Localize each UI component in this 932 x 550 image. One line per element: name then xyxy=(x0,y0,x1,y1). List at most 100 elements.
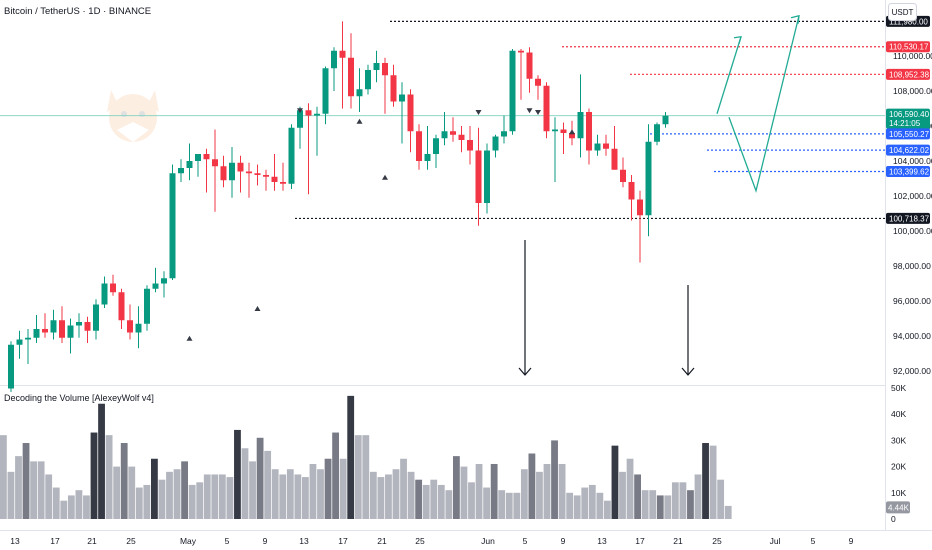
volume-bar xyxy=(611,445,619,519)
candle-body xyxy=(603,143,609,149)
candle-body xyxy=(594,143,601,151)
candle-body xyxy=(314,113,320,116)
volume-bar xyxy=(294,474,302,519)
price-tag-label: 108,952.38 xyxy=(889,70,930,79)
volume-bar xyxy=(437,484,445,519)
sell-marker-icon xyxy=(475,110,482,115)
volume-bar xyxy=(543,463,551,519)
candle-body xyxy=(433,138,439,154)
volume-bar xyxy=(37,461,45,519)
volume-tick-label: 10K xyxy=(891,488,906,498)
volume-bar xyxy=(302,477,309,519)
time-tick-label: Jun xyxy=(481,536,495,546)
volume-last-label: 4.44K xyxy=(888,503,910,512)
candle-body xyxy=(399,94,405,102)
volume-bar xyxy=(173,469,181,519)
candle-body xyxy=(407,94,414,132)
volume-bar xyxy=(75,490,83,519)
price-tag-label: 111,980.00 xyxy=(889,17,928,26)
volume-bar xyxy=(347,395,355,519)
candle-body xyxy=(620,169,626,182)
candle-body xyxy=(263,175,269,177)
volume-bar xyxy=(113,466,121,519)
price-tick-label: 108,000.00 xyxy=(893,86,932,96)
volume-bar xyxy=(135,487,143,519)
volume-bar xyxy=(181,461,188,519)
price-tick-label: 102,000.00 xyxy=(893,191,932,201)
horizontal-levels xyxy=(0,20,885,220)
candle-body xyxy=(8,344,14,389)
candle-body xyxy=(331,50,337,69)
time-axis[interactable]: 13 17 21 25 May 5 9 13 17 21 25 Jun 5 9 13 17 21 25 Jul 5 9 xyxy=(10,536,853,546)
projection-arrowhead-icon xyxy=(733,35,742,44)
candle-body xyxy=(67,325,74,338)
volume-bar xyxy=(52,487,60,519)
currency-button[interactable]: USDT xyxy=(888,3,917,21)
volume-bar xyxy=(415,479,423,519)
time-tick-label: 9 xyxy=(263,536,268,546)
volume-bar xyxy=(90,432,98,519)
candle-body xyxy=(220,166,227,181)
price-tag-label: 103,399.62 xyxy=(889,168,930,177)
price-tag xyxy=(886,212,930,224)
candle-body xyxy=(254,173,261,175)
volume-bar xyxy=(67,495,75,519)
price-tick-label: 94,000.00 xyxy=(893,331,931,341)
time-tick-label: 5 xyxy=(811,536,816,546)
candle-body xyxy=(560,129,567,133)
volume-bar xyxy=(505,492,513,519)
candle-body xyxy=(271,176,278,182)
candle-body xyxy=(84,322,91,331)
time-tick-label: 21 xyxy=(673,536,683,546)
candle-body xyxy=(118,292,125,321)
volume-bar xyxy=(475,463,483,519)
volume-bar xyxy=(551,440,558,519)
candle-body xyxy=(229,162,235,181)
volume-bar xyxy=(226,477,234,519)
volume-bar xyxy=(143,484,151,519)
candle-body xyxy=(535,78,541,86)
volume-bar xyxy=(15,456,22,519)
volume-bar xyxy=(588,484,596,519)
sell-marker-icon xyxy=(526,108,533,114)
volume-bar xyxy=(369,471,377,519)
volume-tick-label: 40K xyxy=(891,409,906,419)
volume-tick-label: 20K xyxy=(891,462,906,472)
volume-bar xyxy=(649,490,657,519)
candle-body xyxy=(212,159,218,167)
candle-body xyxy=(42,329,48,333)
time-tick-label: 13 xyxy=(10,536,20,546)
candle-body xyxy=(518,50,524,53)
time-tick-label: 21 xyxy=(87,536,97,546)
symbol-title: Bitcoin / TetherUS · 1D · BINANCE xyxy=(4,6,151,17)
volume-bar xyxy=(709,445,717,519)
time-tick-label: 25 xyxy=(712,536,722,546)
volume-bar xyxy=(430,479,438,519)
candle-body xyxy=(144,288,150,324)
volume-bar xyxy=(158,479,166,519)
buy-marker-icon xyxy=(356,118,363,124)
price-tag xyxy=(886,108,930,129)
time-tick-label: Jul xyxy=(770,536,781,546)
volume-bar xyxy=(332,432,339,519)
volume-bar xyxy=(264,450,272,519)
volume-bar xyxy=(453,456,460,519)
time-tick-label: 17 xyxy=(635,536,645,546)
candle-body xyxy=(25,337,31,340)
volume-bar xyxy=(460,466,468,519)
volume-bar xyxy=(520,469,528,519)
volume-bar xyxy=(626,458,634,519)
price-tag-label: 104,622.02 xyxy=(889,146,930,155)
volume-axis[interactable]: 50K 40K 30K 20K 10K 0 4.44K xyxy=(886,383,910,524)
price-tag-label: 110,530.17 xyxy=(889,43,929,52)
volume-tick-label: 30K xyxy=(891,435,906,445)
price-tick-label: 104,000.00 xyxy=(893,156,932,166)
candle-body xyxy=(178,168,184,174)
candle-body xyxy=(195,154,201,161)
volume-bar xyxy=(694,474,702,519)
volume-bar xyxy=(528,453,536,519)
candle-body xyxy=(501,131,507,137)
price-tick-label: 92,000.00 xyxy=(893,366,931,376)
price-tick-label: 100,000.00 xyxy=(893,226,932,236)
